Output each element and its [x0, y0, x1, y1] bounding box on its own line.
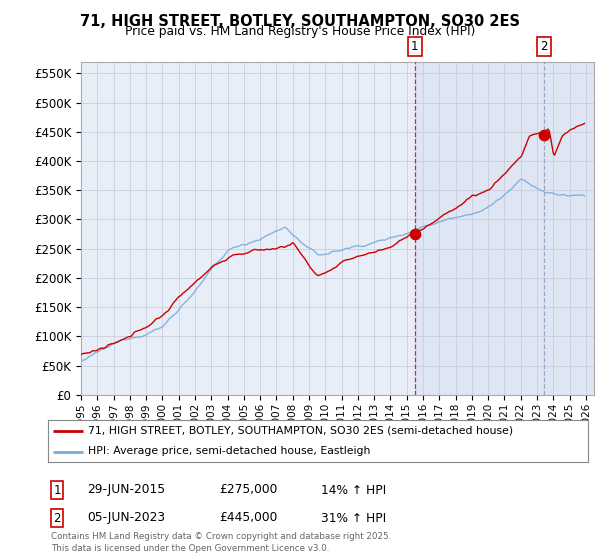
Text: 14% ↑ HPI: 14% ↑ HPI: [321, 483, 386, 497]
Text: 71, HIGH STREET, BOTLEY, SOUTHAMPTON, SO30 2ES: 71, HIGH STREET, BOTLEY, SOUTHAMPTON, SO…: [80, 14, 520, 29]
Text: Contains HM Land Registry data © Crown copyright and database right 2025.
This d: Contains HM Land Registry data © Crown c…: [51, 532, 391, 553]
Text: 29-JUN-2015: 29-JUN-2015: [87, 483, 165, 497]
Text: 71, HIGH STREET, BOTLEY, SOUTHAMPTON, SO30 2ES (semi-detached house): 71, HIGH STREET, BOTLEY, SOUTHAMPTON, SO…: [89, 426, 514, 436]
Text: 1: 1: [53, 483, 61, 497]
Text: 1: 1: [411, 40, 419, 53]
Point: [410, 230, 419, 239]
Text: 05-JUN-2023: 05-JUN-2023: [87, 511, 165, 525]
Text: 2: 2: [540, 40, 548, 53]
Text: HPI: Average price, semi-detached house, Eastleigh: HPI: Average price, semi-detached house,…: [89, 446, 371, 456]
Text: Price paid vs. HM Land Registry's House Price Index (HPI): Price paid vs. HM Land Registry's House …: [125, 25, 475, 38]
Text: £275,000: £275,000: [219, 483, 277, 497]
Text: £445,000: £445,000: [219, 511, 277, 525]
Text: 31% ↑ HPI: 31% ↑ HPI: [321, 511, 386, 525]
Point: [539, 130, 548, 139]
Text: 2: 2: [53, 511, 61, 525]
Bar: [415, 62, 594, 395]
